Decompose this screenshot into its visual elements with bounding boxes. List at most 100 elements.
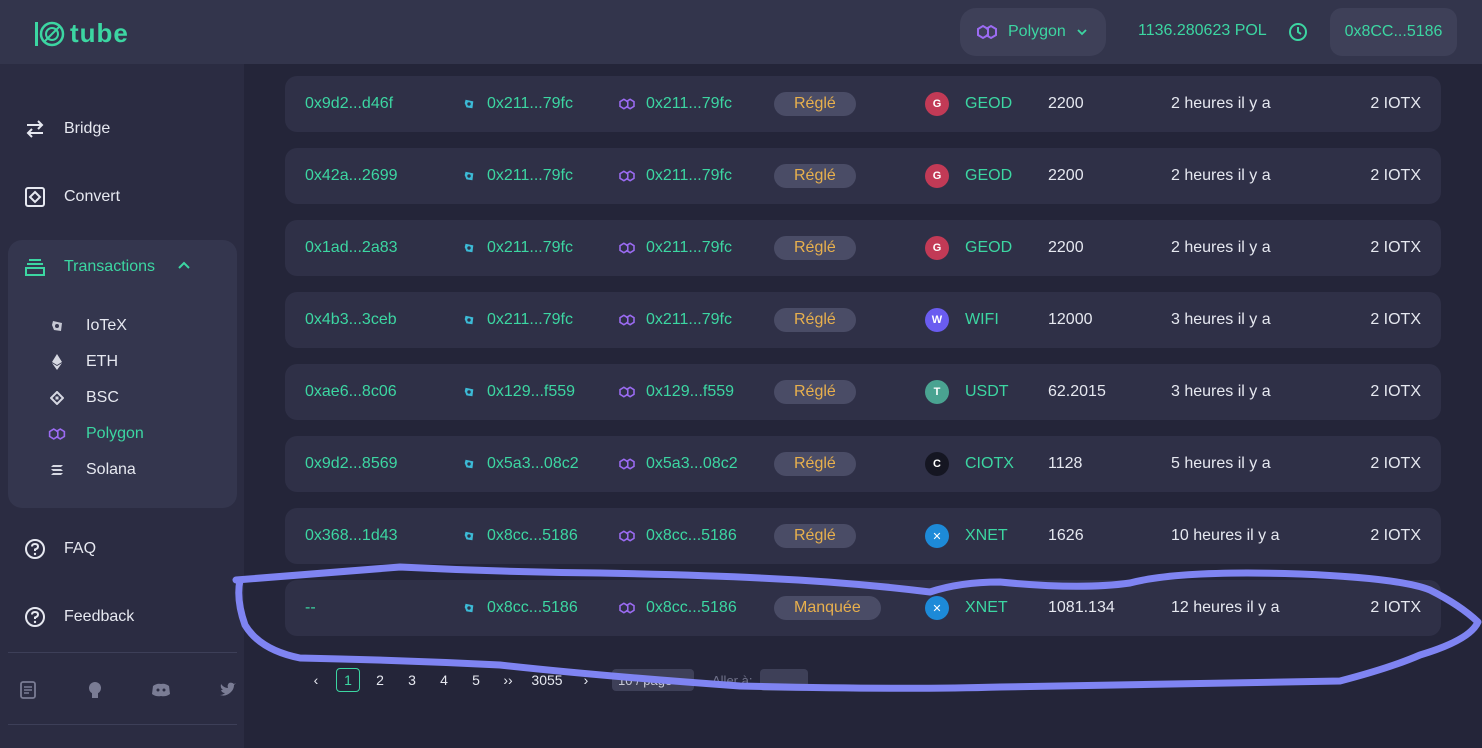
from-address[interactable]: 0x211...79fc	[463, 148, 573, 204]
sidebar-subitem-solana[interactable]: Solana	[48, 461, 136, 479]
token-icon: G	[925, 92, 949, 116]
from-address-text: 0x211...79fc	[487, 167, 573, 184]
status-cell: Réglé	[774, 292, 856, 348]
timestamp: 12 heures il y a	[1171, 599, 1280, 616]
goto-input[interactable]	[760, 669, 809, 691]
table-row[interactable]: -- 0x8cc...5186 0x8cc...5186 Manquée ✕ XNET 10…	[285, 580, 1441, 636]
sidebar-subitem-eth[interactable]: ETH	[48, 353, 118, 371]
sidebar-subitem-polygon[interactable]: Polygon	[48, 425, 144, 443]
tx-hash-link[interactable]: 0x9d2...d46f	[305, 95, 394, 112]
table-row[interactable]: 0x42a...2699 0x211...79fc 0x211...79fc Régl…	[285, 148, 1441, 204]
tx-hash-link[interactable]: 0x9d2...8569	[305, 455, 398, 472]
sidebar-item-bridge[interactable]: Bridge	[24, 118, 110, 140]
from-address[interactable]: 0x5a3...08c2	[463, 436, 579, 492]
table-row[interactable]: 0x9d2...8569 0x5a3...08c2 0x5a3...08c2 Régl…	[285, 436, 1441, 492]
to-address[interactable]: 0x211...79fc	[618, 292, 732, 348]
tx-hash-link[interactable]: 0x1ad...2a83	[305, 239, 398, 256]
token-symbol: GEOD	[965, 167, 1013, 184]
swap-arrows-icon	[26, 120, 44, 138]
sidebar-item-label: IoTeX	[86, 317, 127, 334]
from-address[interactable]: 0x211...79fc	[463, 220, 573, 276]
token-cell[interactable]: C CIOTX	[925, 436, 1014, 492]
sidebar-item-label: Bridge	[64, 120, 111, 137]
token-cell[interactable]: G GEOD	[925, 220, 1012, 276]
status-cell: Réglé	[774, 220, 856, 276]
timestamp: 3 heures il y a	[1171, 383, 1271, 400]
amount: 12000	[1048, 311, 1093, 328]
page-4-button[interactable]: 4	[440, 672, 448, 688]
tx-hash-link[interactable]: 0xae6...8c06	[305, 383, 397, 400]
divider	[8, 652, 237, 653]
clock-icon[interactable]	[1288, 22, 1308, 42]
table-row[interactable]: 0x4b3...3ceb 0x211...79fc 0x211...79fc Régl…	[285, 292, 1441, 348]
table-row[interactable]: 0xae6...8c06 0x129...f559 0x129...f559 Régl…	[285, 364, 1441, 420]
network-selector[interactable]: Polygon	[960, 8, 1106, 56]
from-address[interactable]: 0x211...79fc	[463, 292, 573, 348]
token-cell[interactable]: W WIFI	[925, 292, 999, 348]
sidebar-item-feedback[interactable]: Feedback	[24, 606, 134, 628]
from-address-text: 0x5a3...08c2	[487, 455, 579, 472]
token-icon: G	[925, 236, 949, 260]
token-icon: ✕	[925, 596, 949, 620]
token-cell[interactable]: G GEOD	[925, 76, 1012, 132]
amount: 62.2015	[1048, 383, 1106, 400]
status-cell: Réglé	[774, 508, 856, 564]
from-address[interactable]: 0x8cc...5186	[463, 508, 578, 564]
logo[interactable]: tube	[34, 18, 129, 49]
token-symbol: CIOTX	[965, 455, 1014, 472]
to-address[interactable]: 0x5a3...08c2	[618, 436, 738, 492]
wallet-address-button[interactable]: 0x8CC...5186	[1330, 8, 1457, 56]
prev-page-button[interactable]: ‹	[313, 672, 319, 688]
sidebar-subitem-bsc[interactable]: BSC	[48, 389, 119, 407]
tx-hash-link[interactable]: 0x4b3...3ceb	[305, 311, 397, 328]
from-address[interactable]: 0x129...f559	[463, 364, 575, 420]
fee: 2 IOTX	[1370, 455, 1421, 472]
sidebar-item-label: Transactions	[64, 258, 155, 275]
to-address[interactable]: 0x211...79fc	[618, 76, 732, 132]
github-icon[interactable]	[85, 680, 105, 700]
fee: 2 IOTX	[1370, 239, 1421, 256]
last-page-button[interactable]: 3055	[531, 672, 563, 688]
tx-hash-link[interactable]: 0x368...1d43	[305, 527, 398, 544]
to-address[interactable]: 0x211...79fc	[618, 220, 732, 276]
page-3-button[interactable]: 3	[408, 672, 416, 688]
docs-icon[interactable]	[18, 680, 38, 700]
token-cell[interactable]: ✕ XNET	[925, 508, 1008, 564]
amount: 1128	[1048, 455, 1083, 472]
to-address-text: 0x211...79fc	[646, 167, 732, 184]
sidebar-item-transactions[interactable]: Transactions	[24, 256, 155, 278]
from-address[interactable]: 0x8cc...5186	[463, 580, 578, 636]
token-cell[interactable]: ✕ XNET	[925, 580, 1008, 636]
jump-next-button[interactable]: ››	[503, 672, 513, 688]
convert-icon	[25, 187, 45, 207]
to-address[interactable]: 0x129...f559	[618, 364, 734, 420]
chevron-up-icon[interactable]	[176, 258, 192, 274]
amount: 2200	[1048, 239, 1084, 256]
sidebar-item-label: ETH	[86, 353, 118, 370]
twitter-icon[interactable]	[218, 680, 238, 700]
tx-hash-link[interactable]: --	[305, 599, 316, 616]
iotube-logo-icon	[35, 21, 65, 46]
sidebar-item-label: FAQ	[64, 540, 97, 557]
from-address[interactable]: 0x211...79fc	[463, 76, 573, 132]
sidebar-item-faq[interactable]: FAQ	[24, 538, 96, 560]
to-address[interactable]: 0x8cc...5186	[618, 508, 737, 564]
page-2-button[interactable]: 2	[376, 672, 384, 688]
table-row[interactable]: 0x1ad...2a83 0x211...79fc 0x211...79fc Régl…	[285, 220, 1441, 276]
page-size-select[interactable]: 10 / page	[612, 669, 694, 691]
token-cell[interactable]: T USDT	[925, 364, 1009, 420]
sidebar-subitem-iotex[interactable]: IoTeX	[48, 317, 127, 335]
sidebar-item-convert[interactable]: Convert	[24, 186, 120, 208]
from-address-text: 0x8cc...5186	[487, 599, 578, 616]
to-address[interactable]: 0x211...79fc	[618, 148, 732, 204]
iotex-icon	[464, 171, 474, 181]
tx-hash-link[interactable]: 0x42a...2699	[305, 167, 398, 184]
table-row[interactable]: 0x9d2...d46f 0x211...79fc 0x211...79fc Régl…	[285, 76, 1441, 132]
to-address[interactable]: 0x8cc...5186	[618, 580, 737, 636]
token-cell[interactable]: G GEOD	[925, 148, 1012, 204]
next-page-button[interactable]: ›	[583, 672, 589, 688]
page-5-button[interactable]: 5	[472, 672, 480, 688]
page-1-button[interactable]: 1	[336, 668, 360, 692]
discord-icon[interactable]	[151, 680, 171, 700]
table-row[interactable]: 0x368...1d43 0x8cc...5186 0x8cc...5186 Régl…	[285, 508, 1441, 564]
